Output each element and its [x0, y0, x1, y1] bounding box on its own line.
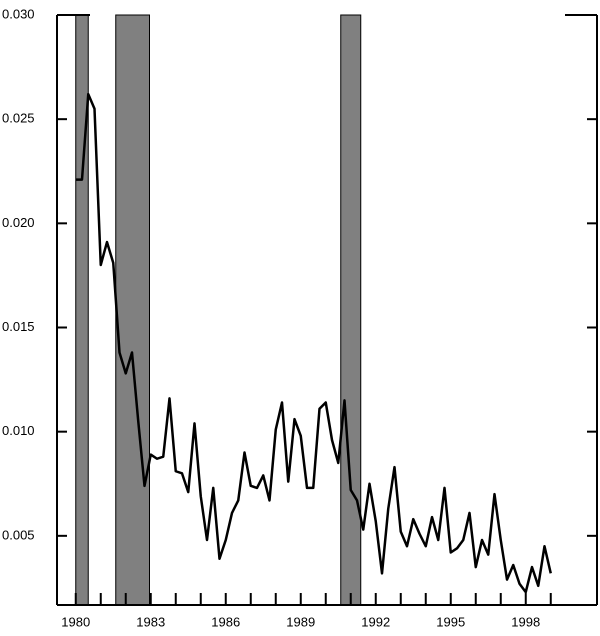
y-tick-label: 0.025	[2, 111, 35, 126]
y-tick-label: 0.010	[2, 423, 35, 438]
shaded-period	[340, 14, 362, 606]
y-tick-label: 0.020	[2, 215, 35, 230]
x-tick-label: 1980	[61, 614, 90, 629]
data-line	[75, 92, 552, 594]
x-tick-label: 1989	[286, 614, 315, 629]
y-tick-label: 0.030	[2, 6, 35, 21]
y-tick-label: 0.005	[2, 527, 35, 542]
x-tick-label: 1992	[361, 614, 390, 629]
x-tick-label: 1986	[211, 614, 240, 629]
shaded-period	[115, 14, 150, 606]
x-tick-label: 1983	[136, 614, 165, 629]
x-tick-label: 1998	[511, 614, 540, 629]
y-tick-label: 0.015	[2, 319, 35, 334]
x-tick-label: 1995	[436, 614, 465, 629]
